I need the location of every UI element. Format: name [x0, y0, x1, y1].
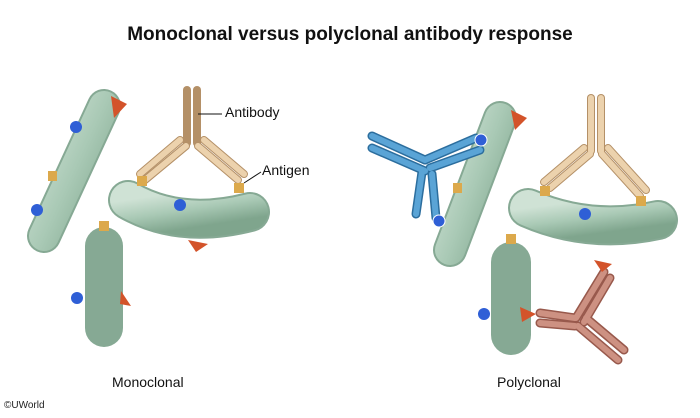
- antigen-callout-line: [243, 171, 262, 184]
- antigen-triangle: [594, 260, 612, 272]
- antigen-square: [540, 186, 550, 196]
- bacterium-1: [27, 89, 127, 253]
- monoclonal-label: Monoclonal: [112, 374, 184, 390]
- antigen-circle: [70, 121, 82, 133]
- copyright-text: ©UWorld: [4, 400, 45, 411]
- antigen-triangle: [111, 96, 127, 118]
- antigen-square: [506, 234, 516, 244]
- bacterium-3: [108, 180, 270, 252]
- antibody-monoclonal: [136, 86, 248, 193]
- antigen-circle: [71, 292, 83, 304]
- antigen-square: [48, 171, 57, 181]
- polyclonal-label: Polyclonal: [497, 374, 561, 390]
- polyclonal-panel: [367, 94, 678, 365]
- antigen-circle: [474, 133, 488, 147]
- antigen-circle: [432, 214, 446, 228]
- antigen-square: [99, 221, 109, 231]
- antibody-polyclonal-tan: [540, 94, 650, 206]
- antigen-circle: [478, 308, 490, 320]
- antibody-polyclonal-blue: [367, 131, 488, 228]
- diagram-title: Monoclonal versus polyclonal antibody re…: [127, 24, 573, 45]
- antigen-square: [137, 176, 147, 186]
- antigen-triangle: [188, 240, 208, 252]
- antigen-triangle: [511, 110, 527, 130]
- bacterium-2: [71, 221, 131, 347]
- antigen-triangle: [120, 291, 131, 306]
- antibody-label: Antibody: [225, 104, 280, 120]
- antigen-circle: [31, 204, 43, 216]
- antigen-label: Antigen: [262, 162, 310, 178]
- bacterium-b: [478, 234, 531, 355]
- antigen-circle: [579, 208, 591, 220]
- antigen-circle: [174, 199, 186, 211]
- monoclonal-panel: [27, 86, 270, 347]
- antigen-square: [636, 196, 646, 206]
- antigen-triangle: [520, 307, 536, 322]
- antibody-polyclonal-red: [520, 260, 629, 365]
- antigen-square: [453, 183, 462, 193]
- bacterium-a: [433, 101, 527, 267]
- antigen-square: [234, 183, 244, 193]
- bacterium-c: [508, 188, 678, 246]
